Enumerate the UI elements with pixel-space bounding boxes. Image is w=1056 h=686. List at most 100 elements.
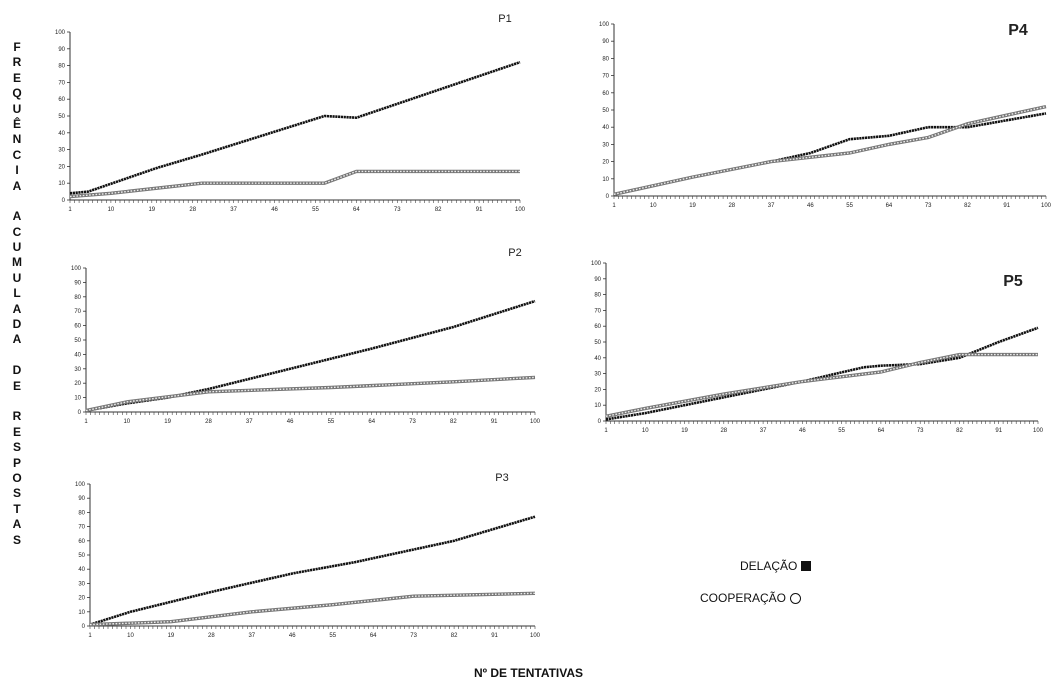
y-axis-label-letter: L (13, 286, 21, 301)
y-tick-label: 10 (74, 396, 81, 402)
x-tick-label: 46 (807, 203, 814, 209)
y-tick-label: 40 (602, 125, 609, 131)
y-tick-label: 10 (78, 610, 85, 616)
y-axis-label-letter: C (12, 147, 22, 162)
x-tick-label: 46 (271, 207, 278, 213)
y-axis-label-letter: U (12, 101, 22, 116)
x-tick-label: 64 (878, 428, 885, 434)
x-tick-label: 82 (451, 633, 458, 639)
x-tick-label: 100 (530, 419, 541, 425)
y-tick-label: 70 (74, 309, 81, 315)
y-tick-label: 80 (602, 56, 609, 62)
x-tick-label: 1 (612, 203, 616, 209)
series-line-cooperacao-markers (89, 592, 536, 626)
y-axis-label-letter: D (12, 363, 22, 378)
x-tick-label: 28 (728, 203, 735, 209)
x-tick-label: 91 (491, 633, 498, 639)
x-tick-label: 55 (846, 203, 853, 209)
x-tick-label: 73 (410, 633, 417, 639)
y-axis-label-letter: A (12, 301, 22, 316)
y-tick-label: 60 (78, 539, 85, 545)
x-tick-label: 82 (964, 203, 971, 209)
y-tick-label: 50 (78, 553, 85, 559)
y-tick-label: 30 (594, 372, 601, 378)
y-tick-label: 100 (599, 22, 610, 28)
x-tick-label: 91 (1003, 203, 1010, 209)
x-tick-label: 73 (917, 428, 924, 434)
x-tick-label: 19 (148, 207, 155, 213)
y-tick-label: 90 (594, 277, 601, 283)
y-tick-label: 60 (602, 91, 609, 97)
y-tick-label: 40 (594, 356, 601, 362)
x-tick-label: 37 (246, 419, 253, 425)
series-line-cooperacao-markers (605, 353, 1038, 417)
y-tick-label: 0 (598, 419, 602, 425)
x-tick-label: 1 (604, 428, 608, 434)
y-axis-label-letter: A (12, 178, 22, 193)
y-tick-label: 10 (594, 403, 601, 409)
y-tick-label: 20 (58, 164, 65, 170)
x-tick-label: 19 (681, 428, 688, 434)
y-tick-label: 10 (602, 177, 609, 183)
panel-title-p2: P2 (508, 247, 521, 259)
y-tick-label: 0 (62, 198, 66, 204)
x-tick-label: 100 (515, 207, 526, 213)
x-minor-ticks (613, 196, 1047, 199)
x-tick-label: 73 (409, 419, 416, 425)
x-tick-label: 10 (123, 419, 130, 425)
y-tick-label: 50 (594, 340, 601, 346)
legend-item-delacao: DELAÇÃO (740, 556, 812, 576)
y-tick-label: 10 (58, 181, 65, 187)
y-tick-label: 70 (594, 308, 601, 314)
x-tick-label: 37 (248, 633, 255, 639)
y-tick-label: 20 (78, 596, 85, 602)
x-tick-label: 91 (491, 419, 498, 425)
x-tick-label: 46 (799, 428, 806, 434)
x-tick-label: 64 (886, 203, 893, 209)
x-tick-label: 28 (189, 207, 196, 213)
y-axis-label-letter: P (12, 455, 21, 470)
x-tick-label: 55 (329, 633, 336, 639)
x-tick-label: 100 (1033, 428, 1044, 434)
y-tick-label: 40 (78, 567, 85, 573)
y-tick-label: 80 (74, 295, 81, 301)
x-tick-label: 46 (289, 633, 296, 639)
legend-item-cooperacao: COOPERAÇÃO (700, 588, 811, 608)
panel-title-p5: P5 (1003, 273, 1023, 290)
x-tick-label: 46 (287, 419, 294, 425)
y-tick-label: 0 (78, 410, 82, 416)
x-tick-label: 28 (720, 428, 727, 434)
x-tick-label: 10 (650, 203, 657, 209)
x-tick-label: 64 (370, 633, 377, 639)
x-tick-label: 19 (164, 419, 171, 425)
x-tick-label: 55 (838, 428, 845, 434)
series-line-delacao (85, 299, 536, 412)
y-axis-label-letter: T (13, 501, 21, 516)
x-tick-label: 1 (68, 207, 72, 213)
series-line-cooperacao (69, 169, 520, 199)
y-axis-label-letter: U (12, 240, 22, 255)
x-tick-label: 28 (205, 419, 212, 425)
x-tick-label: 64 (368, 419, 375, 425)
series-line-delacao (69, 60, 521, 195)
x-tick-label: 73 (925, 203, 932, 209)
y-tick-label: 60 (74, 324, 81, 330)
x-tick-label: 55 (312, 207, 319, 213)
series-line-cooperacao (85, 375, 536, 413)
y-axis-label-letter: A (12, 209, 22, 224)
x-tick-label: 55 (328, 419, 335, 425)
x-tick-label: 1 (88, 633, 92, 639)
x-tick-label: 82 (956, 428, 963, 434)
y-tick-label: 70 (78, 525, 85, 531)
y-axis-label-letter: Q (12, 86, 22, 101)
x-tick-label: 82 (450, 419, 457, 425)
series-line-delacao (605, 326, 1039, 421)
y-axis-label-letter: C (12, 224, 22, 239)
y-tick-label: 90 (78, 496, 85, 502)
x-tick-label: 64 (353, 207, 360, 213)
